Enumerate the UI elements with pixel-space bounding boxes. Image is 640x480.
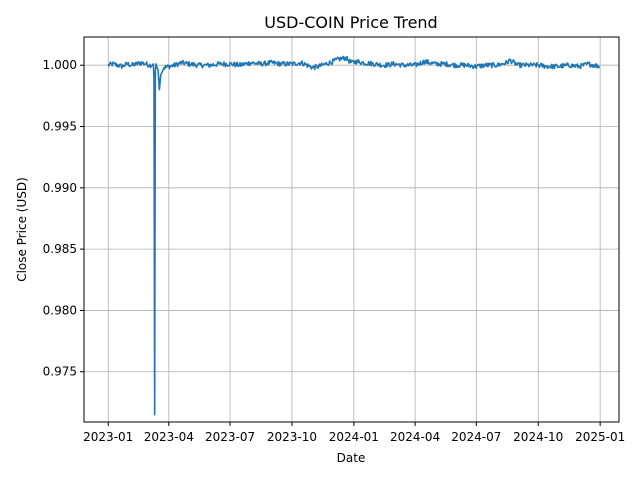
y-tick-label: 0.990 (43, 181, 77, 195)
x-tick-label: 2023-01 (83, 430, 133, 444)
x-tick-label: 2025-01 (575, 430, 625, 444)
x-tick-label: 2023-04 (144, 430, 194, 444)
price-line (107, 55, 601, 416)
x-axis: 2023-01 2023-04 2023-07 2023-10 2024-01 2024-… (83, 422, 625, 444)
x-tick-label: 2024-01 (329, 430, 379, 444)
x-tick-label: 2023-07 (205, 430, 255, 444)
y-axis: 0.975 0.980 0.985 0.990 0.995 1.000 (43, 58, 84, 379)
x-tick-label: 2023-10 (267, 430, 317, 444)
x-axis-label: Date (337, 451, 366, 465)
y-tick-label: 1.000 (43, 58, 77, 72)
grid (84, 37, 619, 422)
plot-area (107, 55, 601, 416)
x-tick-label: 2024-10 (513, 430, 563, 444)
x-tick-label: 2024-07 (451, 430, 501, 444)
y-tick-label: 0.995 (43, 120, 77, 134)
y-tick-label: 0.980 (43, 303, 77, 317)
y-axis-label: Close Price (USD) (15, 177, 29, 282)
x-tick-label: 2024-04 (390, 430, 440, 444)
y-tick-label: 0.985 (43, 242, 77, 256)
y-tick-label: 0.975 (43, 365, 77, 379)
axes-frame (83, 36, 620, 423)
chart-title: USD-COIN Price Trend (264, 13, 437, 32)
